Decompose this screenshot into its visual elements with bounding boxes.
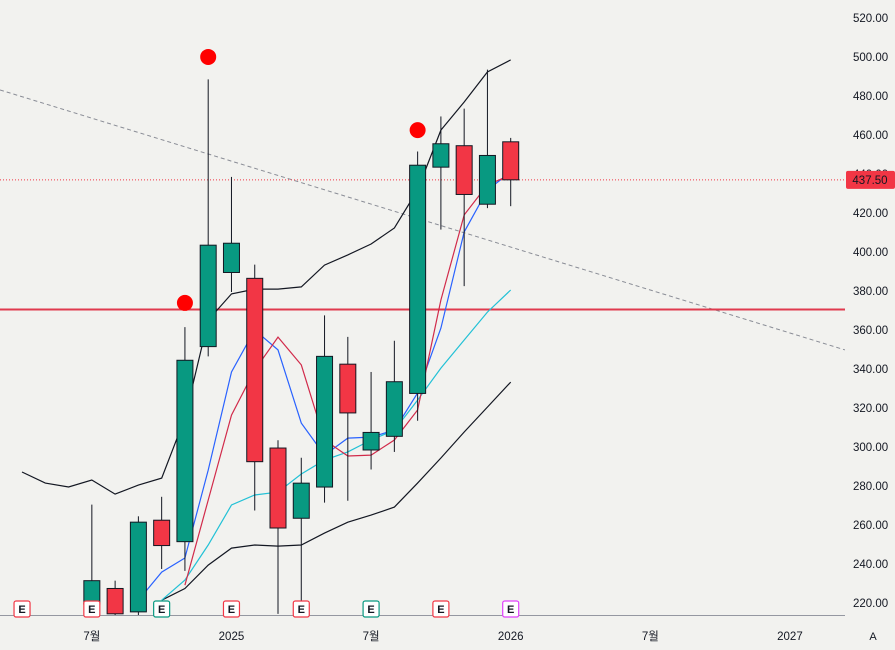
indicator-line: [161, 289, 512, 601]
candle-body: [222, 242, 240, 273]
last-price-label: 437.50: [852, 175, 887, 187]
event-label: E: [158, 604, 165, 616]
signal-dot: [176, 294, 193, 311]
x-tick-label: 7월: [642, 630, 659, 643]
event-box: [153, 600, 171, 618]
candle-body: [153, 519, 171, 547]
event-marker[interactable]: E: [222, 600, 241, 618]
y-tick-label: 380.00: [853, 286, 888, 298]
event-label: E: [228, 604, 235, 616]
indicator-line: [21, 59, 511, 495]
x-tick-label: 7월: [363, 630, 380, 643]
event-marker[interactable]: E: [502, 600, 520, 618]
event-marker[interactable]: E: [83, 600, 101, 618]
last-price-box: [846, 170, 895, 189]
candle-body: [292, 482, 310, 519]
event-box: [432, 600, 450, 618]
y-tick-label: 240.00: [853, 559, 888, 571]
y-tick-label: 360.00: [853, 325, 888, 337]
event-box: [362, 600, 380, 618]
candle-body: [106, 587, 124, 615]
candle-body: [409, 164, 427, 394]
event-box: [502, 600, 520, 618]
y-tick-label: 460.00: [853, 130, 888, 142]
candle-body: [478, 154, 496, 205]
y-tick-label: 320.00: [853, 403, 888, 415]
y-tick-label: 500.00: [853, 52, 888, 64]
signal-dot: [200, 48, 217, 65]
candle-body: [502, 141, 520, 181]
candle-body: [246, 277, 264, 463]
event-marker[interactable]: E: [13, 600, 31, 618]
event-marker[interactable]: E: [153, 600, 171, 618]
candle-body: [362, 431, 380, 451]
candle-body: [199, 244, 217, 348]
signal-dot: [409, 122, 426, 139]
y-tick-label: 480.00: [853, 91, 888, 103]
indicator-line: [161, 381, 512, 601]
event-box: [222, 600, 241, 618]
x-tick-label: 2027: [777, 631, 803, 643]
y-tick-label: 520.00: [853, 13, 888, 25]
event-label: E: [18, 604, 25, 616]
event-label: E: [507, 604, 514, 616]
candle-body: [339, 363, 357, 414]
event-box: [292, 600, 310, 618]
event-marker[interactable]: E: [292, 600, 310, 618]
y-tick-label: 300.00: [853, 442, 888, 454]
y-tick-label: 220.00: [853, 598, 888, 610]
candle-body: [455, 145, 473, 195]
event-label: E: [437, 604, 444, 616]
event-label: E: [367, 604, 374, 616]
candle-body: [129, 521, 147, 613]
event-label: E: [88, 604, 95, 616]
candle-body: [432, 143, 450, 168]
event-label: E: [298, 604, 305, 616]
y-tick-label: 400.00: [853, 247, 888, 259]
x-tick-label: 2026: [498, 631, 524, 643]
y-tick-label: 340.00: [853, 364, 888, 376]
x-tick-label: 2025: [219, 631, 245, 643]
candle-body: [269, 447, 287, 529]
event-marker[interactable]: E: [432, 600, 450, 618]
candle-body: [176, 359, 194, 543]
event-box: [13, 600, 31, 618]
event-box: [83, 600, 101, 618]
candle-body: [385, 381, 403, 437]
x-tick-label: 7월: [83, 630, 100, 643]
event-marker[interactable]: E: [362, 600, 380, 618]
y-tick-label: 260.00: [853, 520, 888, 532]
auto-scale-button[interactable]: A: [869, 631, 877, 643]
y-tick-label: 420.00: [853, 208, 888, 220]
plot-area: [0, 48, 845, 615]
candle-body: [316, 355, 334, 488]
y-tick-label: 280.00: [853, 481, 888, 493]
